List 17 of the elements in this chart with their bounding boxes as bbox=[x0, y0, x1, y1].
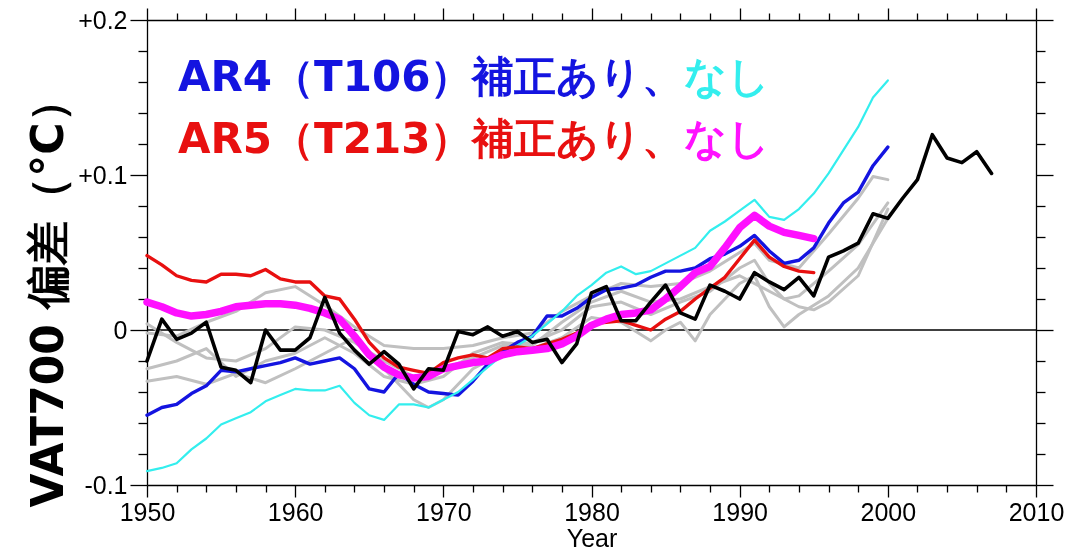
text: なし bbox=[684, 52, 771, 101]
x-tick-label: 1970 bbox=[416, 497, 472, 526]
x-tick-label: 2010 bbox=[1008, 497, 1065, 526]
x-tick-label: 2000 bbox=[860, 497, 917, 526]
y-tick-label: 0 bbox=[113, 315, 128, 344]
text: AR4（T106）補正あり、 bbox=[178, 52, 685, 101]
x-axis-title: Year bbox=[566, 523, 618, 552]
text: AR5（T213）補正あり、 bbox=[178, 114, 685, 163]
x-tick-label: 1950 bbox=[119, 497, 176, 526]
x-tick-label: 1990 bbox=[712, 497, 768, 526]
y-axis-title: VAT700 偏差（°C） bbox=[22, 78, 74, 508]
y-tick-label: +0.1 bbox=[78, 160, 128, 189]
x-tick-label: 1960 bbox=[267, 497, 324, 526]
x-tick-label: 1980 bbox=[564, 497, 620, 526]
series-label: なし bbox=[684, 114, 771, 163]
y-tick-label: +0.2 bbox=[78, 5, 128, 34]
y-tick-label: -0.1 bbox=[84, 470, 128, 499]
